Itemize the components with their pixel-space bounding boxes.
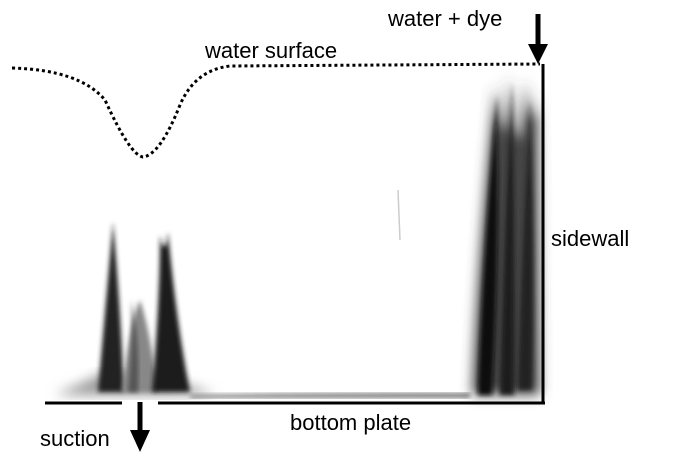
water-surface-line [11, 62, 541, 159]
suction-arrow [130, 402, 150, 452]
water-surface-label: water surface [204, 38, 337, 63]
bottom-plate-label: bottom plate [290, 410, 411, 435]
suction-label: suction [40, 426, 110, 451]
water-dye-label: water + dye [387, 6, 502, 31]
inflow-arrow [528, 14, 548, 64]
dye-right [397, 75, 540, 395]
dye-left [55, 222, 470, 398]
sidewall-label: sidewall [551, 226, 629, 251]
